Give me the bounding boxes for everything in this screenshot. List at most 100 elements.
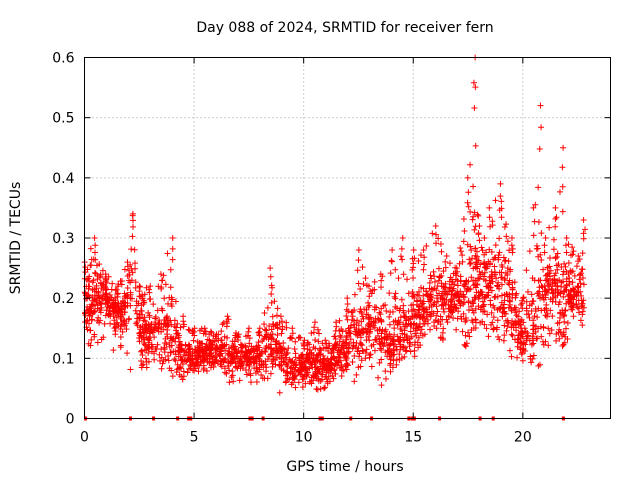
data-point bbox=[528, 359, 535, 366]
y-tick-label: 0.1 bbox=[52, 351, 74, 367]
data-point bbox=[555, 301, 562, 308]
data-point bbox=[514, 339, 521, 346]
data-point bbox=[545, 282, 552, 289]
data-point bbox=[467, 260, 474, 267]
data-point bbox=[328, 349, 335, 356]
data-point bbox=[563, 249, 570, 256]
data-point bbox=[417, 342, 424, 349]
data-point bbox=[320, 359, 327, 366]
data-point bbox=[442, 290, 449, 297]
data-point bbox=[133, 302, 140, 309]
data-point bbox=[549, 313, 556, 320]
data-point bbox=[577, 272, 584, 279]
data-point bbox=[464, 199, 471, 206]
data-point bbox=[121, 266, 128, 273]
data-point bbox=[449, 287, 456, 294]
data-point bbox=[150, 301, 157, 308]
data-point bbox=[368, 321, 375, 328]
data-point bbox=[118, 281, 125, 288]
data-point bbox=[401, 313, 408, 320]
data-point bbox=[415, 334, 422, 341]
data-point bbox=[484, 283, 491, 290]
data-point bbox=[432, 222, 439, 229]
data-point bbox=[569, 244, 576, 251]
data-point bbox=[457, 288, 464, 295]
data-point bbox=[462, 343, 469, 350]
data-point bbox=[462, 315, 469, 322]
data-point bbox=[559, 332, 566, 339]
data-point bbox=[457, 302, 464, 309]
data-point bbox=[236, 377, 243, 384]
data-point bbox=[226, 367, 233, 374]
data-point bbox=[552, 298, 559, 305]
data-point bbox=[240, 343, 247, 350]
data-point bbox=[278, 355, 285, 362]
data-point bbox=[117, 313, 124, 320]
data-point bbox=[84, 291, 91, 298]
data-point bbox=[415, 288, 422, 295]
data-point bbox=[103, 307, 110, 314]
data-point bbox=[162, 281, 169, 288]
data-point bbox=[102, 312, 109, 319]
data-point bbox=[449, 309, 456, 316]
data-point bbox=[577, 317, 584, 324]
data-point bbox=[555, 261, 562, 268]
data-point bbox=[181, 347, 188, 354]
data-point bbox=[200, 352, 207, 359]
data-point bbox=[519, 357, 526, 364]
data-point bbox=[89, 287, 96, 294]
data-point bbox=[580, 281, 587, 288]
data-point bbox=[382, 302, 389, 309]
data-point bbox=[264, 356, 271, 363]
data-point bbox=[305, 352, 312, 359]
data-point bbox=[270, 347, 277, 354]
data-point bbox=[461, 299, 468, 306]
data-point bbox=[497, 193, 504, 200]
data-point bbox=[471, 226, 478, 233]
data-point bbox=[530, 340, 537, 347]
data-point bbox=[498, 274, 505, 281]
data-point bbox=[204, 346, 211, 353]
data-point bbox=[526, 314, 533, 321]
data-point bbox=[90, 256, 97, 263]
data-point bbox=[485, 333, 492, 340]
data-point bbox=[409, 293, 416, 300]
data-point bbox=[306, 378, 313, 385]
data-point bbox=[480, 303, 487, 310]
data-point bbox=[331, 367, 338, 374]
data-point bbox=[533, 335, 540, 342]
data-point bbox=[399, 235, 406, 241]
data-point bbox=[525, 332, 532, 339]
data-point bbox=[580, 216, 587, 223]
data-point bbox=[535, 277, 542, 284]
data-point bbox=[430, 310, 437, 317]
data-point bbox=[575, 253, 582, 260]
data-point bbox=[218, 358, 225, 365]
data-point bbox=[506, 291, 513, 298]
data-point bbox=[563, 235, 570, 241]
data-point bbox=[99, 267, 106, 274]
data-point bbox=[235, 355, 242, 362]
data-point bbox=[488, 287, 495, 294]
data-point bbox=[115, 307, 122, 314]
data-point bbox=[565, 270, 572, 277]
data-point bbox=[469, 216, 476, 223]
data-point bbox=[503, 327, 510, 334]
data-point bbox=[520, 294, 527, 301]
data-point bbox=[519, 331, 526, 338]
data-point bbox=[481, 251, 488, 258]
data-point bbox=[124, 284, 131, 291]
data-point bbox=[273, 321, 280, 328]
data-point bbox=[267, 265, 274, 272]
data-point bbox=[185, 341, 192, 348]
data-point bbox=[469, 317, 476, 324]
data-point bbox=[436, 274, 443, 281]
data-point bbox=[195, 368, 202, 375]
data-point bbox=[155, 320, 162, 327]
data-point bbox=[524, 333, 531, 340]
data-point bbox=[267, 370, 274, 377]
data-point bbox=[173, 369, 180, 376]
data-point bbox=[347, 336, 354, 343]
data-point bbox=[88, 262, 95, 269]
data-point bbox=[512, 294, 519, 301]
